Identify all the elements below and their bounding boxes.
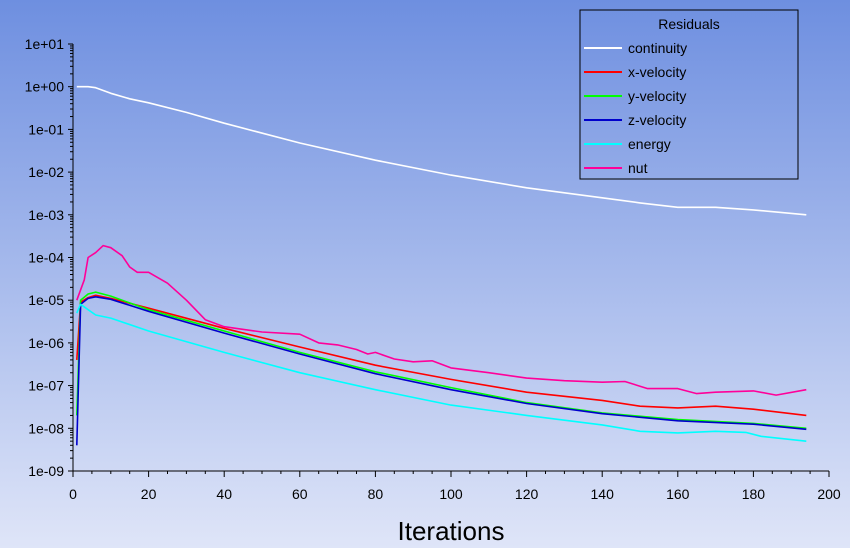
x-tick-label: 100 [439,486,463,502]
x-tick-label: 140 [591,486,615,502]
axes-layer: 1e+01 1e+00 1e-01 1e-02 1e-03 1e-04 1e-05 1e-06… [25,36,841,502]
y-tick-label: 1e-09 [28,463,64,479]
legend-box [579,9,799,180]
legend-label-energy: energy [628,136,671,152]
x-tick-label: 160 [666,486,690,502]
y-tick-label: 1e-07 [28,378,64,394]
y-tick-label: 1e-03 [28,207,64,223]
legend-label-continuity: continuity [628,40,687,56]
legend-label-nut: nut [628,160,648,176]
series-layer [76,85,807,446]
series-line-x-velocity [76,294,807,417]
x-tick-label: 180 [742,486,766,502]
x-tick-label: 80 [368,486,384,502]
series-line-z-velocity [76,296,807,446]
y-tick-label: 1e-01 [28,121,64,137]
x-tick-label: 20 [141,486,157,502]
x-tick-label: 40 [216,486,232,502]
x-axis-title: Iterations [398,516,505,546]
x-tick-label: 0 [69,486,77,502]
y-tick-label: 1e-06 [28,335,64,351]
legend-label-x-velocity: x-velocity [628,64,686,80]
x-tick-label: 60 [292,486,308,502]
series-line-y-velocity [76,291,807,430]
y-tick-label: 1e-05 [28,292,64,308]
series-line-continuity [76,85,807,216]
y-tick-label: 1e+01 [25,36,65,52]
x-tick-label: 120 [515,486,539,502]
legend-label-z-velocity: z-velocity [628,112,686,128]
x-tick-label: 200 [817,486,841,502]
y-tick-label: 1e-08 [28,420,64,436]
y-tick-label: 1e+00 [25,79,65,95]
series-line-nut [76,244,807,396]
legend-title: Residuals [658,16,719,32]
legend: Residuals continuity x-velocity y-velocity z… [579,9,799,180]
series-line-energy [76,303,807,442]
y-tick-label: 1e-02 [28,164,64,180]
y-tick-label: 1e-04 [28,250,64,266]
legend-label-y-velocity: y-velocity [628,88,686,104]
